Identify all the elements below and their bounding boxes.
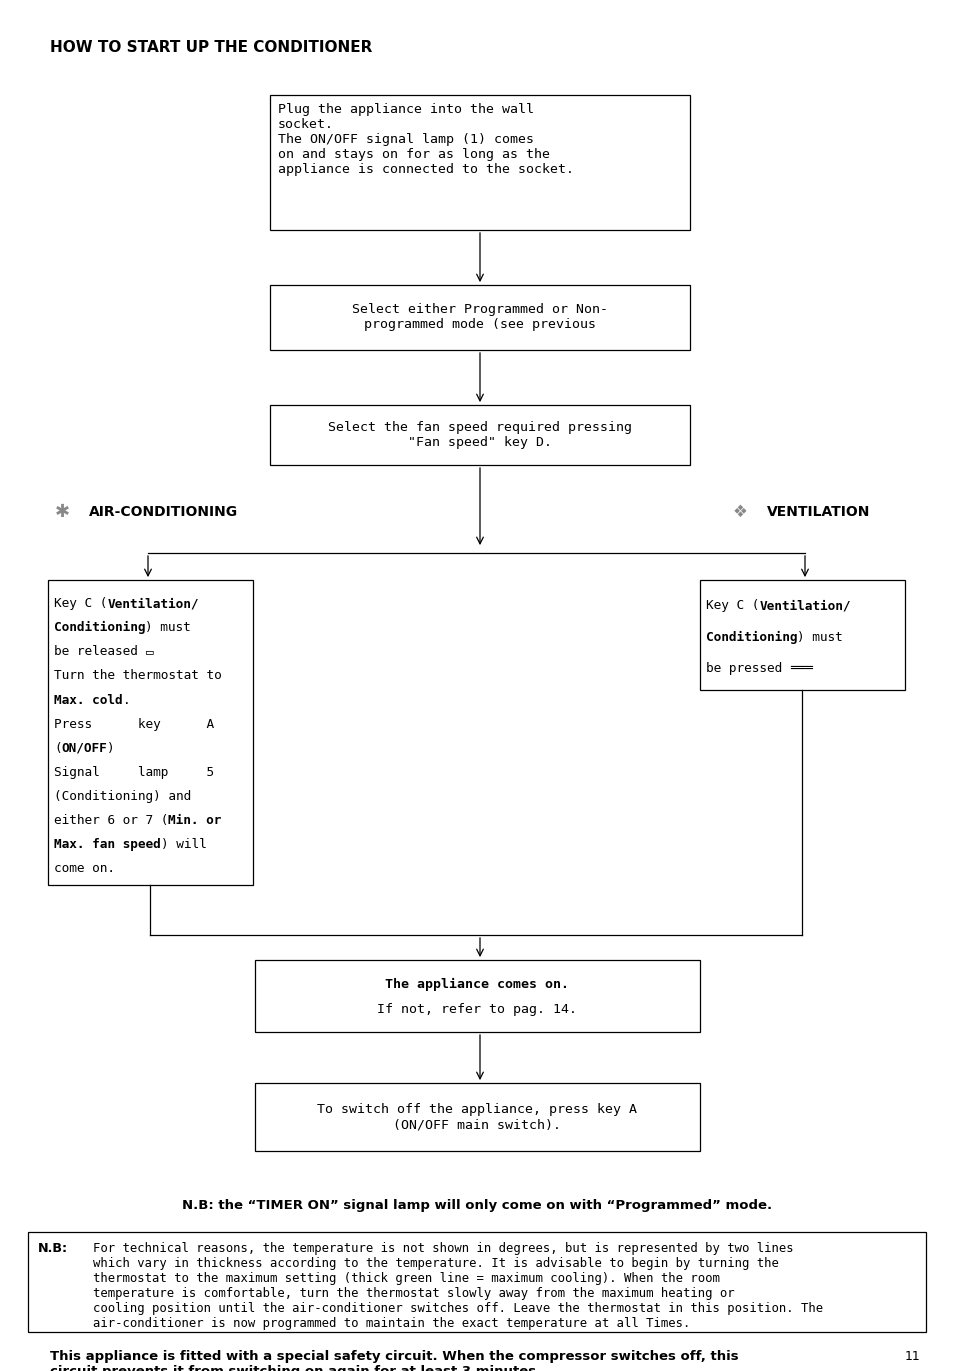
Text: be pressed: be pressed — [705, 662, 789, 675]
Text: For technical reasons, the temperature is not shown in degrees, but is represent: For technical reasons, the temperature i… — [92, 1242, 822, 1330]
Text: (: ( — [54, 742, 62, 754]
Text: HOW TO START UP THE CONDITIONER: HOW TO START UP THE CONDITIONER — [50, 40, 372, 55]
Text: ON/OFF: ON/OFF — [62, 742, 108, 754]
Text: Max. fan speed: Max. fan speed — [54, 838, 161, 851]
Text: N.B: the “TIMER ON” signal lamp will only come on with “Programmed” mode.: N.B: the “TIMER ON” signal lamp will onl… — [182, 1198, 771, 1212]
Text: Signal     lamp     5: Signal lamp 5 — [54, 766, 213, 779]
Bar — [48, 580, 253, 886]
Bar — [270, 95, 689, 230]
Text: To switch off the appliance, press key A
(ON/OFF main switch).: To switch off the appliance, press key A… — [316, 1104, 637, 1131]
Text: Plug the appliance into the wall
socket.
The ON/OFF signal lamp (1) comes
on and: Plug the appliance into the wall socket.… — [277, 103, 574, 175]
Text: Key C (: Key C ( — [54, 598, 108, 610]
Text: ═══: ═══ — [789, 662, 812, 675]
Text: Select either Programmed or Non-
programmed mode (see previous: Select either Programmed or Non- program… — [352, 303, 607, 330]
Text: either 6 or 7 (: either 6 or 7 ( — [54, 814, 168, 827]
Text: ✱: ✱ — [54, 503, 70, 521]
Bar — [270, 285, 689, 350]
Text: be released: be released — [54, 646, 146, 658]
Text: N.B:: N.B: — [38, 1242, 68, 1254]
Text: Max. cold: Max. cold — [54, 694, 123, 706]
Text: AIR-CONDITIONING: AIR-CONDITIONING — [89, 505, 238, 520]
Text: Min. or: Min. or — [168, 814, 221, 827]
Text: Conditioning: Conditioning — [54, 621, 146, 635]
Text: ❖: ❖ — [732, 503, 746, 521]
Text: .: . — [123, 694, 131, 706]
Text: ▭: ▭ — [146, 646, 153, 658]
Text: ) must: ) must — [797, 631, 842, 644]
Bar — [254, 1083, 700, 1152]
Bar — [700, 580, 904, 690]
Text: Ventilation/: Ventilation/ — [108, 598, 198, 610]
Text: Ventilation/: Ventilation/ — [759, 599, 850, 613]
Text: come on.: come on. — [54, 862, 115, 875]
Bar — [254, 960, 700, 1032]
Text: Turn the thermostat to: Turn the thermostat to — [54, 669, 221, 683]
Text: Conditioning: Conditioning — [705, 631, 797, 644]
Text: The appliance comes on.: The appliance comes on. — [385, 978, 568, 990]
Text: (Conditioning) and: (Conditioning) and — [54, 790, 191, 803]
Bar — [28, 1233, 925, 1333]
Text: Press      key      A: Press key A — [54, 717, 213, 731]
Text: If not, refer to pag. 14.: If not, refer to pag. 14. — [376, 1004, 577, 1016]
Text: VENTILATION: VENTILATION — [766, 505, 869, 520]
Text: ): ) — [108, 742, 115, 754]
Text: ) will: ) will — [161, 838, 206, 851]
Bar — [270, 404, 689, 465]
Text: Key C (: Key C ( — [705, 599, 759, 613]
Text: This appliance is fitted with a special safety circuit. When the compressor swit: This appliance is fitted with a special … — [50, 1350, 738, 1371]
Text: 11: 11 — [903, 1350, 919, 1363]
Text: Select the fan speed required pressing
"Fan speed" key D.: Select the fan speed required pressing "… — [328, 421, 631, 448]
Text: ) must: ) must — [146, 621, 191, 635]
